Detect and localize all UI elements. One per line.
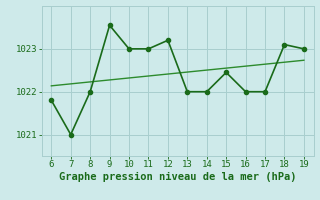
X-axis label: Graphe pression niveau de la mer (hPa): Graphe pression niveau de la mer (hPa) <box>59 172 296 182</box>
